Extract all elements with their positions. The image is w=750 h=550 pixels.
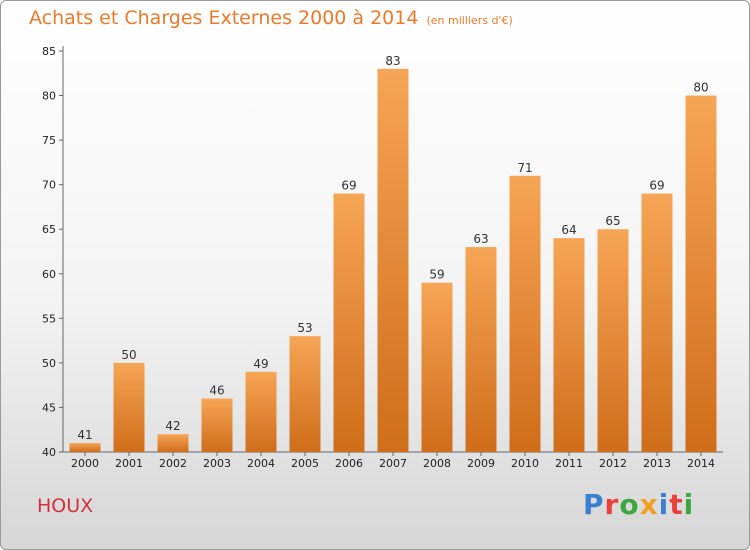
x-tick-label: 2001 — [115, 457, 143, 470]
bar-value-label: 59 — [429, 268, 444, 282]
y-tick-label: 50 — [42, 357, 56, 370]
bar — [157, 434, 189, 452]
logo-letter: t — [669, 488, 684, 521]
proxiti-logo: Proxiti — [583, 488, 694, 521]
logo-letter: o — [619, 488, 640, 521]
y-tick-label: 75 — [42, 134, 56, 147]
bar — [509, 175, 541, 452]
bar — [289, 336, 321, 452]
bar — [201, 398, 233, 452]
logo-letter: i — [683, 488, 695, 521]
bar-value-label: 50 — [121, 348, 136, 362]
logo-letter: i — [658, 488, 670, 521]
bar — [597, 229, 629, 452]
y-tick-label: 80 — [42, 90, 56, 103]
bar-value-label: 65 — [605, 214, 620, 228]
x-tick-label: 2011 — [555, 457, 583, 470]
x-tick-label: 2004 — [247, 457, 275, 470]
x-tick-label: 2002 — [159, 457, 187, 470]
x-tick-label: 2007 — [379, 457, 407, 470]
bar — [641, 193, 673, 453]
bar-value-label: 69 — [649, 179, 664, 193]
bar-value-label: 53 — [297, 321, 312, 335]
y-tick-label: 60 — [42, 268, 56, 281]
y-tick-label: 65 — [42, 223, 56, 236]
y-tick-label: 40 — [42, 446, 56, 459]
x-tick-label: 2014 — [687, 457, 715, 470]
commune-name: HOUX — [37, 495, 94, 517]
bar — [69, 443, 101, 452]
y-tick-label: 70 — [42, 179, 56, 192]
bar-value-label: 64 — [561, 223, 576, 237]
x-tick-label: 2000 — [71, 457, 99, 470]
x-tick-label: 2006 — [335, 457, 363, 470]
logo-letter: P — [583, 488, 605, 521]
y-tick-label: 85 — [42, 45, 56, 58]
bar — [245, 371, 277, 452]
x-tick-label: 2003 — [203, 457, 231, 470]
bar-value-label: 63 — [473, 232, 488, 246]
x-tick-label: 2010 — [511, 457, 539, 470]
bar-value-label: 80 — [693, 81, 708, 95]
chart-subtitle: (en milliers d'€) — [426, 14, 513, 27]
y-tick-label: 45 — [42, 401, 56, 414]
x-tick-label: 2008 — [423, 457, 451, 470]
bar — [465, 247, 497, 452]
x-tick-label: 2009 — [467, 457, 495, 470]
bar-value-label: 71 — [517, 161, 532, 175]
bar-value-label: 46 — [209, 384, 224, 398]
title-row: Achats et Charges Externes 2000 à 2014 (e… — [29, 7, 513, 29]
x-tick-label: 2012 — [599, 457, 627, 470]
bar-value-label: 42 — [165, 419, 180, 433]
bar-value-label: 49 — [253, 357, 268, 371]
x-tick-label: 2013 — [643, 457, 671, 470]
bar-value-label: 69 — [341, 179, 356, 193]
chart-title: Achats et Charges Externes 2000 à 2014 — [29, 7, 419, 29]
x-tick-label: 2005 — [291, 457, 319, 470]
bar — [685, 95, 717, 453]
logo-letter: x — [639, 488, 659, 521]
bar-value-label: 41 — [77, 428, 92, 442]
logo-letter: r — [604, 488, 620, 521]
y-tick-label: 55 — [42, 312, 56, 325]
bar — [553, 238, 585, 452]
bar — [377, 68, 409, 453]
bar — [113, 362, 145, 452]
bar-value-label: 83 — [385, 54, 400, 68]
bar — [333, 193, 365, 453]
bar — [421, 282, 453, 452]
